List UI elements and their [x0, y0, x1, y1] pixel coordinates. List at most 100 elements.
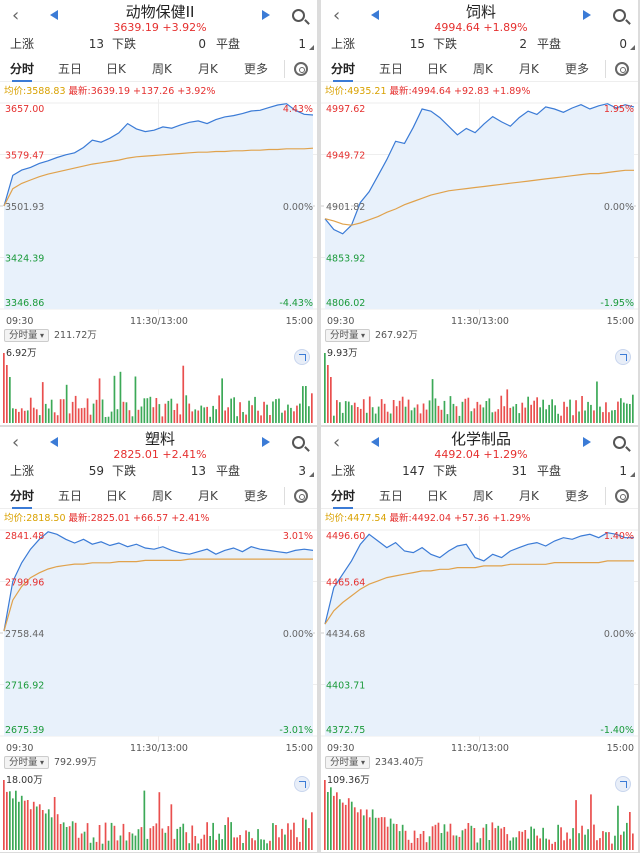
volume-chart: 109.36万: [321, 770, 638, 852]
volume-bar: [275, 825, 277, 850]
tab-4[interactable]: 月K: [519, 489, 539, 503]
tab-0[interactable]: 分时: [10, 485, 34, 509]
tab-1[interactable]: 五日: [379, 489, 404, 503]
volume-bar: [122, 823, 125, 850]
volume-bar: [494, 828, 497, 850]
average-line: [3, 147, 314, 207]
volume-bar: [170, 398, 173, 423]
volume-bar: [515, 837, 518, 850]
previous-sector-icon[interactable]: [371, 10, 379, 20]
search-icon[interactable]: [613, 9, 626, 22]
next-sector-icon[interactable]: [583, 437, 591, 447]
volume-bar: [80, 408, 83, 423]
expand-icon[interactable]: [294, 776, 310, 792]
volume-bar: [59, 824, 62, 850]
volume-bar: [339, 402, 341, 423]
sector-price: 4492.04: [434, 448, 480, 461]
tab-2[interactable]: 日K: [106, 62, 126, 76]
sector-title: 化学制品: [450, 430, 511, 448]
volume-bar: [611, 843, 613, 850]
volume-bar: [425, 409, 428, 423]
tab-4[interactable]: 月K: [198, 489, 218, 503]
volume-bar: [539, 407, 541, 423]
volume-bar: [128, 410, 131, 423]
expand-icon[interactable]: [615, 349, 631, 365]
volume-bar: [350, 405, 353, 423]
volume-bar: [236, 416, 238, 423]
tab-1[interactable]: 五日: [58, 62, 83, 76]
volume-bar: [566, 832, 568, 850]
volume-bar: [602, 831, 604, 850]
panel-header: ‹ 化学制品 4492.04 +1.29%: [321, 427, 638, 461]
tab-3[interactable]: 周K: [473, 62, 493, 76]
volume-bar: [227, 817, 229, 850]
volume-bar: [227, 407, 229, 423]
back-arrow-icon[interactable]: ‹: [12, 5, 20, 26]
volume-bar: [47, 809, 50, 850]
search-icon[interactable]: [292, 436, 305, 449]
tab-5[interactable]: 更多: [565, 489, 590, 503]
tab-4[interactable]: 月K: [519, 62, 539, 76]
settings-icon[interactable]: [294, 62, 308, 76]
tab-0[interactable]: 分时: [10, 58, 34, 82]
tab-5[interactable]: 更多: [565, 62, 590, 76]
volume-bar: [116, 409, 119, 423]
tab-4[interactable]: 月K: [198, 62, 218, 76]
back-arrow-icon[interactable]: ‹: [333, 432, 341, 453]
tab-0[interactable]: 分时: [331, 58, 355, 82]
tab-3[interactable]: 周K: [152, 489, 172, 503]
next-sector-icon[interactable]: [262, 437, 270, 447]
sector-quote: 3639.19 +3.92%: [70, 22, 250, 34]
previous-sector-icon[interactable]: [50, 437, 58, 447]
price-area: [325, 103, 634, 309]
volume-bar: [440, 833, 443, 850]
settings-icon[interactable]: [615, 62, 629, 76]
y-axis-label: 4901.82: [326, 202, 365, 213]
volume-bar: [581, 396, 583, 423]
volume-bar: [587, 401, 589, 423]
volume-bar: [275, 399, 277, 423]
tab-2[interactable]: 日K: [427, 489, 447, 503]
volume-bar: [308, 828, 310, 850]
volume-bar: [284, 834, 286, 850]
tab-divider: [605, 487, 606, 505]
tab-2[interactable]: 日K: [106, 489, 126, 503]
back-arrow-icon[interactable]: ‹: [333, 5, 341, 26]
previous-sector-icon[interactable]: [371, 437, 379, 447]
volume-mode-button[interactable]: 分时量: [325, 329, 371, 342]
y-axis-label: 4949.72: [326, 151, 365, 162]
volume-bar: [224, 825, 226, 850]
time-label: 15:00: [606, 743, 634, 754]
volume-bar: [269, 840, 271, 850]
expand-icon[interactable]: [294, 349, 310, 365]
search-icon[interactable]: [613, 436, 626, 449]
up-label: 上涨: [10, 37, 35, 51]
tab-2[interactable]: 日K: [427, 62, 447, 76]
tab-0[interactable]: 分时: [331, 485, 355, 509]
volume-mode-button[interactable]: 分时量: [4, 756, 50, 769]
tab-5[interactable]: 更多: [244, 62, 269, 76]
tab-1[interactable]: 五日: [58, 489, 83, 503]
settings-icon[interactable]: [294, 489, 308, 503]
next-sector-icon[interactable]: [583, 10, 591, 20]
settings-icon[interactable]: [615, 489, 629, 503]
tab-5[interactable]: 更多: [244, 489, 269, 503]
volume-bar: [269, 415, 271, 423]
expand-icon[interactable]: [615, 776, 631, 792]
tab-1[interactable]: 五日: [379, 62, 404, 76]
previous-sector-icon[interactable]: [50, 10, 58, 20]
volume-mode-button[interactable]: 分时量: [325, 756, 371, 769]
volume-bar: [113, 375, 116, 423]
volume-bar: [324, 780, 326, 850]
y-axis-label: 2799.96: [5, 578, 44, 589]
volume-mode-button[interactable]: 分时量: [4, 329, 50, 342]
tab-3[interactable]: 周K: [473, 489, 493, 503]
volume-bar: [557, 413, 559, 423]
search-icon[interactable]: [292, 9, 305, 22]
intraday-chart-svg: 2841.48 2799.96 2758.44 2716.92 2675.39 3.01%…: [0, 526, 317, 742]
volume-bar: [161, 828, 164, 850]
next-sector-icon[interactable]: [262, 10, 270, 20]
tab-3[interactable]: 周K: [152, 62, 172, 76]
price-chart: 2841.48 2799.96 2758.44 2716.92 2675.39 3.01%…: [0, 526, 317, 742]
back-arrow-icon[interactable]: ‹: [12, 432, 20, 453]
